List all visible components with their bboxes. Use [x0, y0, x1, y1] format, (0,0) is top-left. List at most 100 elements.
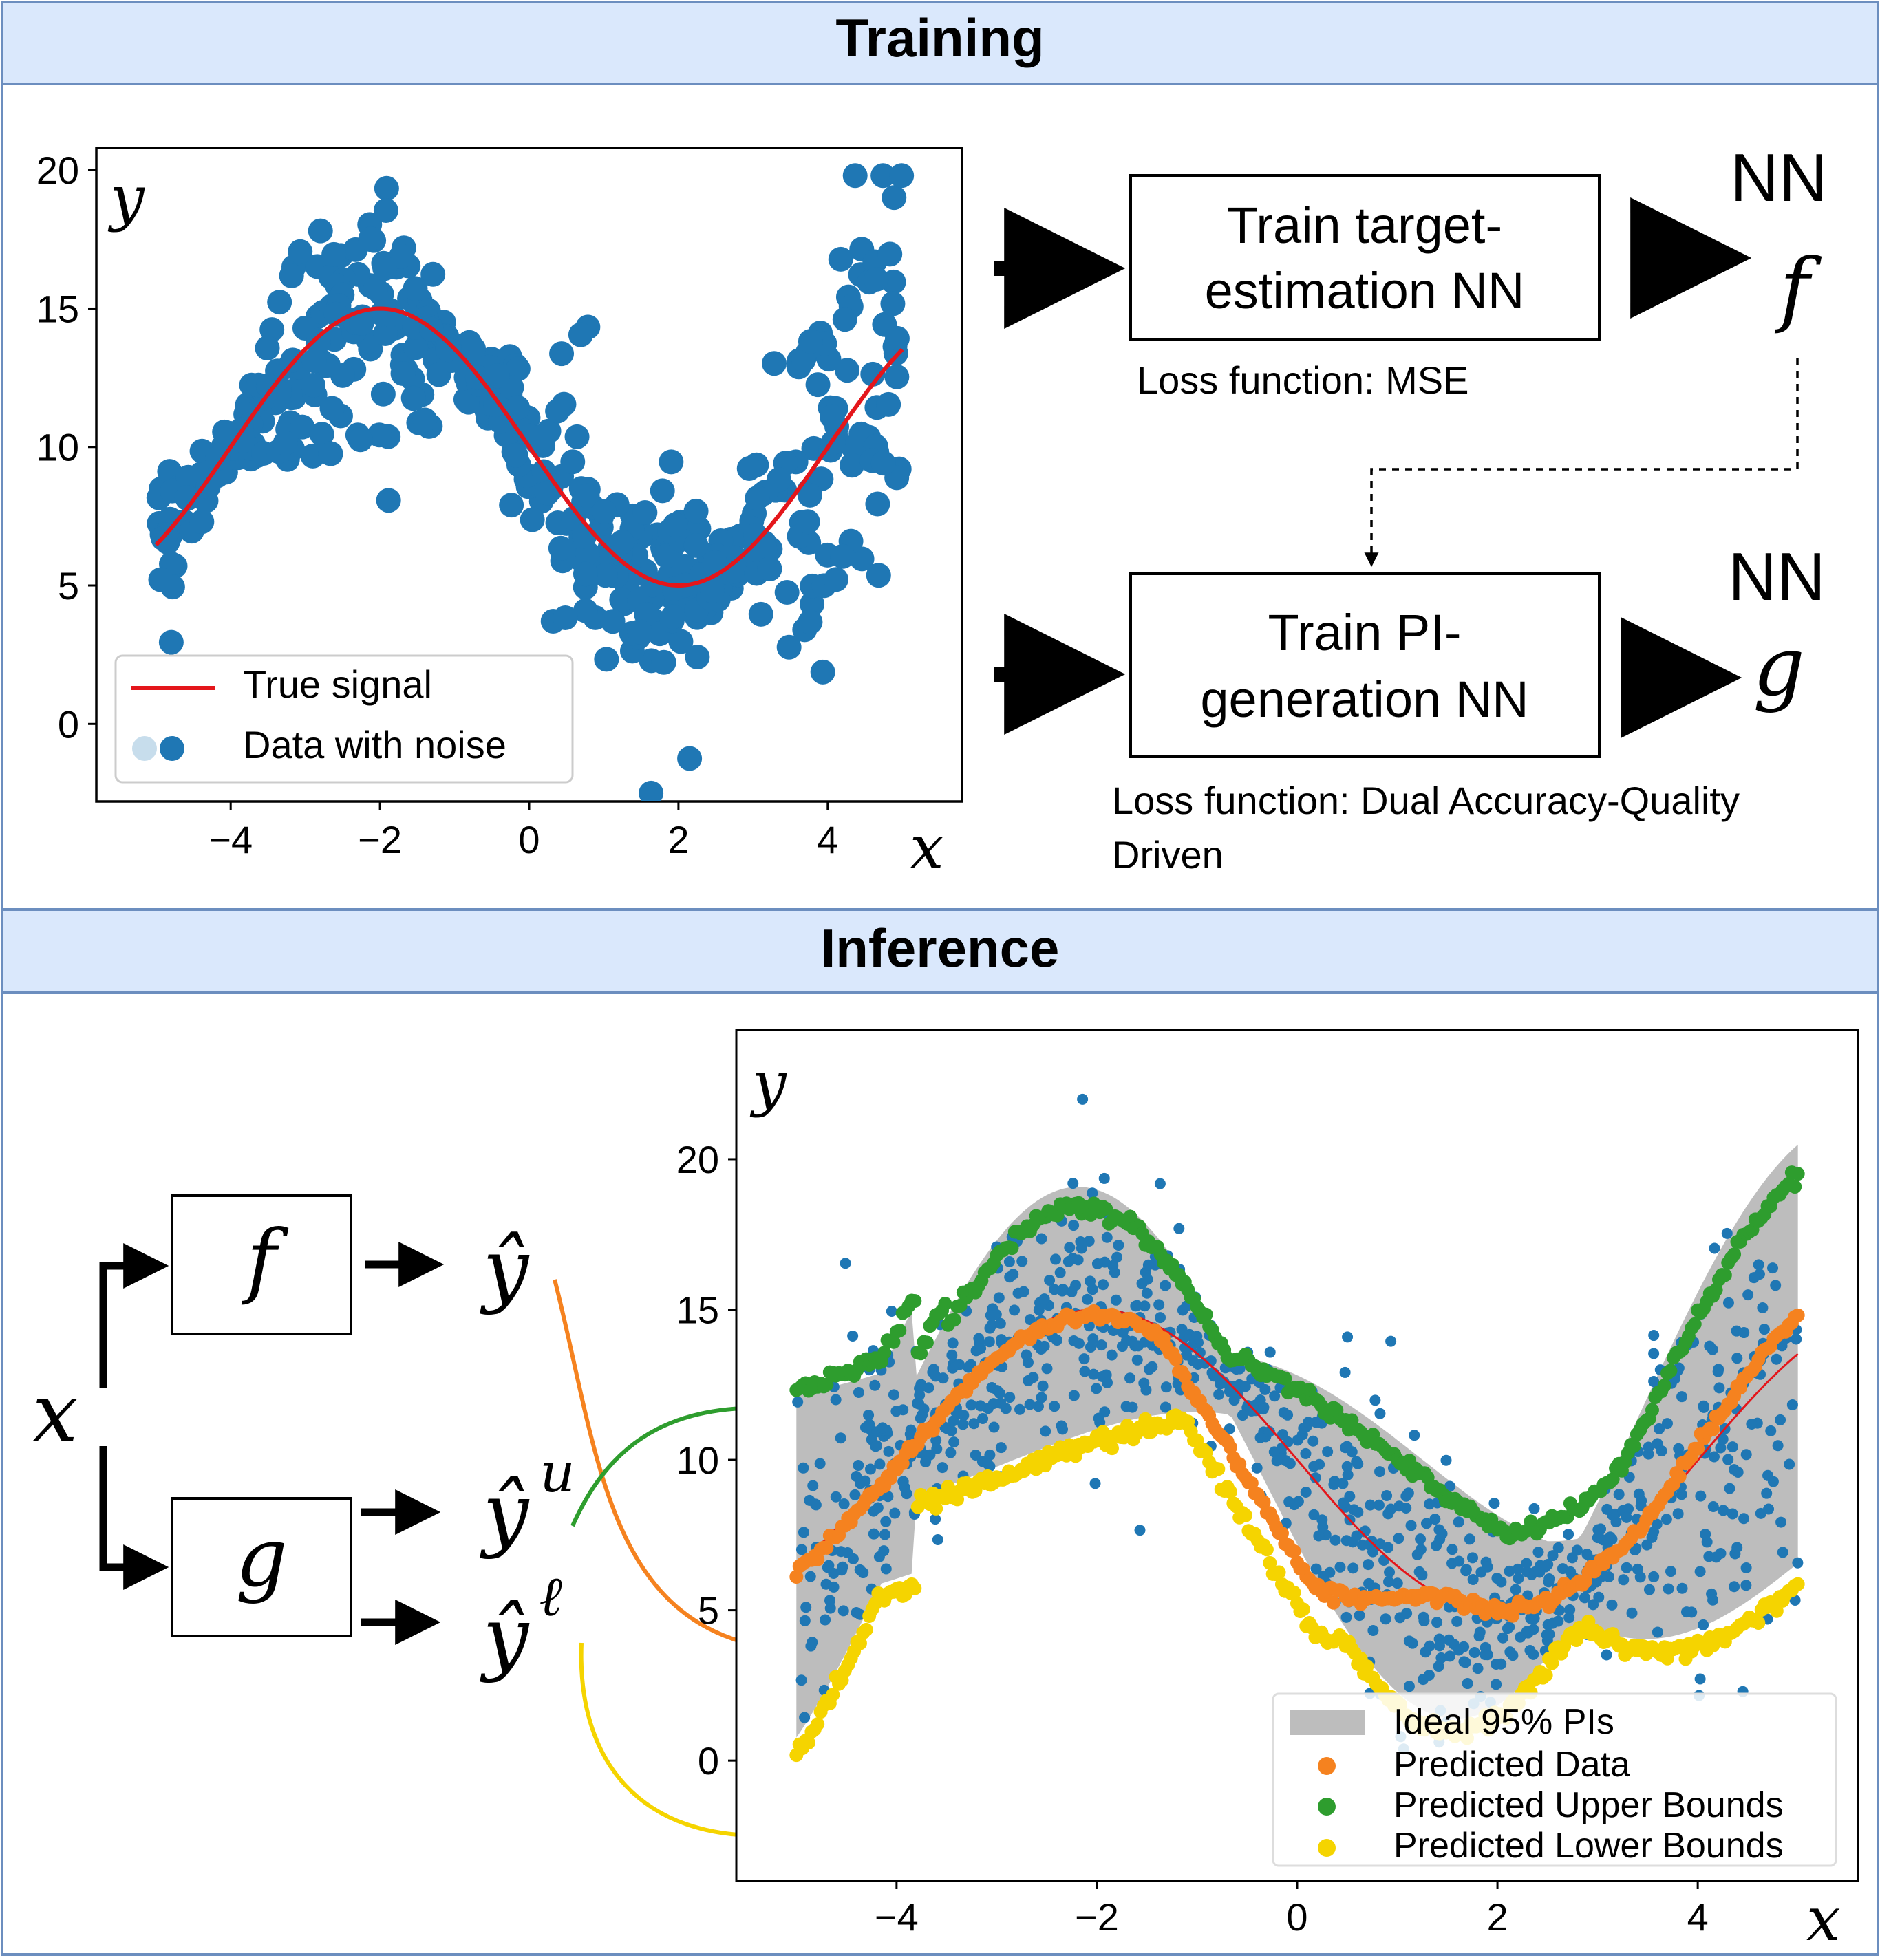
inference-data-point	[863, 1410, 875, 1421]
inference-data-point	[1415, 1533, 1427, 1545]
inference-data-point	[1634, 1571, 1646, 1583]
inference-data-point	[1566, 1552, 1578, 1564]
training-data-point	[609, 587, 634, 612]
inference-data-point	[904, 1428, 916, 1440]
inference-data-point	[1215, 1378, 1226, 1390]
inference-data-point	[1543, 1573, 1555, 1584]
inference-data-point	[1648, 1526, 1660, 1538]
inference-data-point	[1268, 1446, 1280, 1458]
inference-data-point	[1341, 1441, 1353, 1452]
training-data-point	[823, 567, 848, 592]
inference-data-point	[1003, 1256, 1015, 1268]
predicted-upper-bound-point	[1718, 1268, 1732, 1282]
inference-data-point	[1041, 1363, 1053, 1375]
inference-data-point	[1474, 1626, 1486, 1638]
predicted-lower-bound-point	[1211, 1462, 1226, 1476]
inference-data-point	[1393, 1533, 1404, 1544]
inference-data-point	[947, 1362, 959, 1374]
training-data-point	[654, 543, 679, 569]
inference-data-point	[1111, 1251, 1123, 1263]
inference-data-point	[1072, 1254, 1084, 1266]
inference-data-point	[1507, 1650, 1519, 1661]
inference-data-point	[1680, 1606, 1692, 1618]
inference-data-point	[1113, 1239, 1124, 1251]
legend-true-signal-label: True signal	[243, 663, 432, 706]
training-data-point	[876, 391, 901, 417]
inference-data-point	[1765, 1425, 1777, 1436]
inference-data-point	[1004, 1392, 1016, 1403]
training-data-point	[370, 381, 396, 407]
predicted-upper-bound-point	[1788, 1179, 1802, 1194]
inference-xtick-label: 0	[1286, 1895, 1307, 1939]
inference-data-point	[1401, 1608, 1413, 1619]
green-connector	[570, 1392, 778, 1527]
training-data-point	[663, 512, 688, 537]
predicted-upper-bound-point	[820, 1377, 834, 1392]
inference-data-point	[1413, 1566, 1425, 1577]
predicted-lower-bound-point	[929, 1501, 943, 1516]
pi-box-line2: generation NN	[1200, 671, 1528, 728]
predicted-upper-bound-point	[1687, 1317, 1702, 1331]
inference-data-point	[1038, 1293, 1050, 1305]
inference-data-point	[840, 1258, 851, 1269]
inference-data-point	[994, 1317, 1006, 1329]
inference-data-point	[1050, 1253, 1062, 1265]
inference-data-point	[1308, 1509, 1320, 1520]
inference-data-point	[1424, 1640, 1435, 1652]
inference-data-point	[1512, 1563, 1524, 1575]
predicted-upper-bound-point	[1199, 1307, 1213, 1322]
training-data-point	[832, 307, 857, 332]
inference-data-point	[1704, 1340, 1716, 1352]
inference-data-point	[889, 1507, 901, 1519]
training-data-point	[174, 484, 200, 510]
inference-data-point	[1141, 1287, 1153, 1299]
inference-data-point	[930, 1434, 942, 1446]
training-flow: Train target- estimation NN Loss functio…	[994, 140, 1828, 876]
inference-y-axis-label: y	[749, 1048, 787, 1119]
inference-data-point	[945, 1447, 957, 1458]
inference-data-point	[1775, 1414, 1786, 1425]
inference-data-point	[947, 1337, 959, 1349]
predicted-data-point	[1168, 1352, 1183, 1366]
inference-data-point	[1254, 1432, 1266, 1443]
inference-data-point	[1110, 1294, 1122, 1306]
inference-data-point	[1727, 1508, 1738, 1520]
training-ytick-label: 10	[36, 426, 79, 469]
pi-generation-box	[1129, 572, 1601, 758]
predicted-lower-bound-point	[1272, 1565, 1286, 1580]
inference-title: Inference	[821, 918, 1060, 978]
inference-data-point	[1626, 1607, 1638, 1619]
predicted-data-point	[1672, 1469, 1687, 1484]
inference-data-point	[1541, 1629, 1552, 1641]
inference-data-point	[1091, 1258, 1103, 1270]
inference-data-point	[1786, 1399, 1798, 1410]
inference-data-point	[937, 1462, 948, 1474]
inference-data-point	[1032, 1401, 1044, 1412]
training-data-point	[632, 499, 658, 525]
training-data-point	[412, 407, 438, 433]
inference-data-point	[1351, 1456, 1363, 1467]
inference-data-point	[842, 1547, 853, 1559]
training-data-point	[752, 537, 778, 563]
inference-data-point	[1384, 1566, 1396, 1578]
inference-data-point	[1142, 1273, 1153, 1285]
predicted-lower-bound-point	[811, 1717, 825, 1732]
inference-data-point	[1280, 1455, 1292, 1467]
inference-data-point	[1466, 1552, 1478, 1564]
inference-data-point	[1329, 1534, 1341, 1546]
training-data-point	[549, 341, 575, 367]
inference-data-point	[1713, 1382, 1725, 1394]
nn-label-g: NN	[1728, 539, 1826, 614]
inference-data-point	[1660, 1514, 1672, 1525]
inference-data-point	[1488, 1498, 1500, 1509]
inference-data-point	[1237, 1410, 1248, 1421]
training-data-point	[349, 311, 374, 336]
inference-data-point	[1082, 1293, 1093, 1305]
inference-data-point	[847, 1330, 859, 1342]
inference-data-point	[1049, 1401, 1060, 1412]
inference-data-point	[836, 1564, 848, 1576]
inference-data-point	[1722, 1454, 1734, 1465]
training-data-point	[378, 302, 403, 327]
training-data-point	[592, 563, 618, 588]
inference-data-point	[984, 1322, 996, 1334]
